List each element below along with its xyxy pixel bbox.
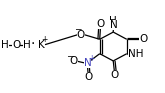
Text: +: + (42, 35, 48, 44)
Text: H: H (109, 16, 117, 26)
Text: O: O (12, 40, 20, 50)
Text: N: N (110, 20, 118, 30)
Text: −: − (74, 25, 82, 34)
Text: +: + (88, 54, 94, 63)
Text: O: O (77, 30, 85, 40)
Text: H: H (23, 40, 31, 50)
Text: O: O (110, 70, 119, 80)
Text: O: O (139, 34, 147, 44)
Text: NH: NH (128, 49, 144, 59)
Text: O: O (96, 19, 105, 29)
Text: K: K (38, 40, 44, 50)
Text: N: N (83, 58, 91, 68)
Text: ·: · (31, 37, 35, 51)
Text: −: − (66, 51, 74, 60)
Text: O: O (69, 56, 78, 66)
Text: O: O (84, 72, 92, 82)
Text: H: H (1, 40, 9, 50)
